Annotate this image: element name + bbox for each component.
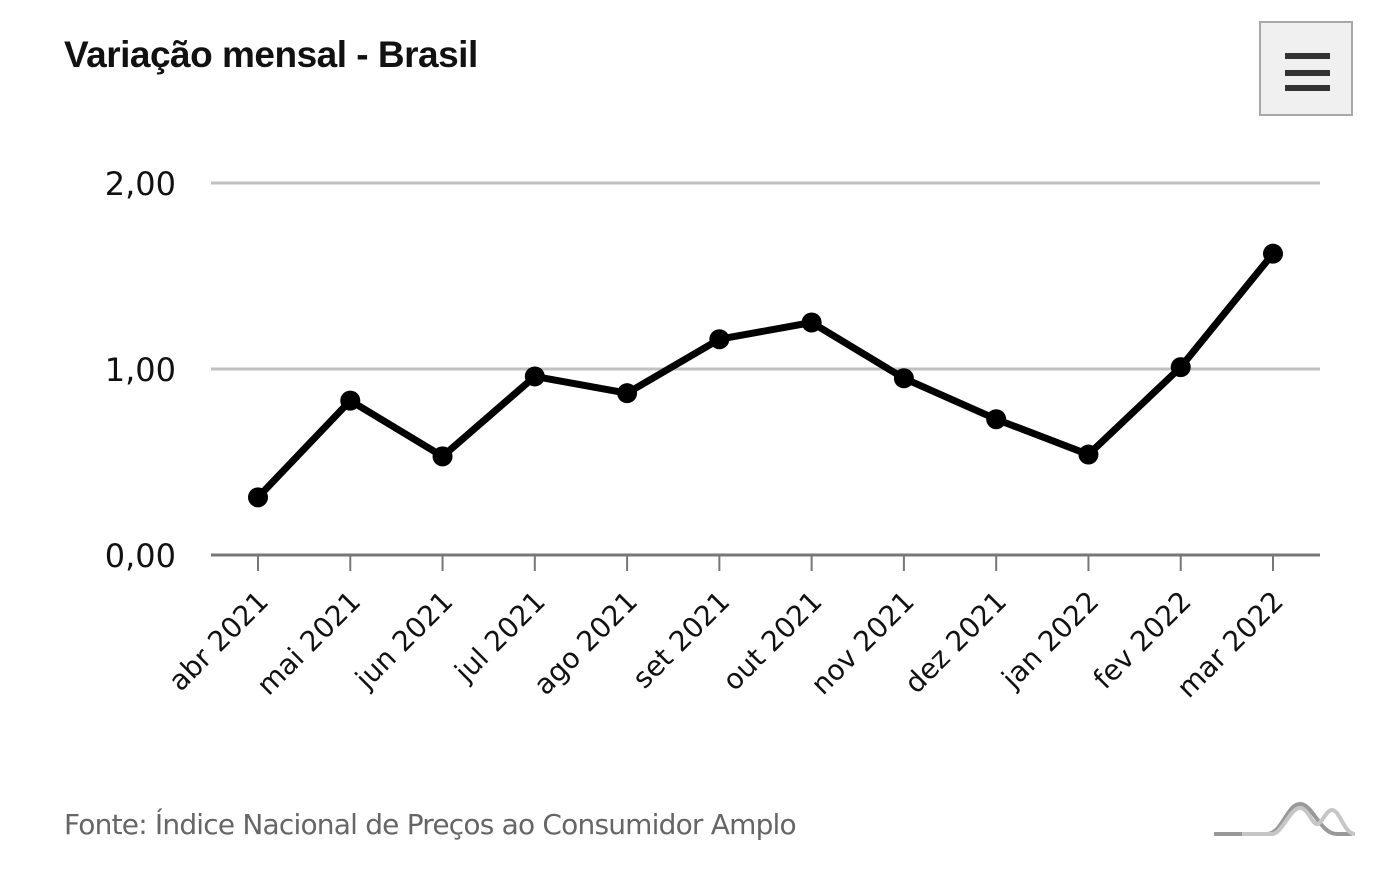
y-axis-ticks: 0,00 1,00 2,00	[105, 165, 176, 575]
data-point	[340, 390, 361, 411]
series-line-path	[255, 251, 1276, 500]
y-tick-label: 2,00	[105, 165, 176, 203]
chart-title: Variação mensal - Brasil	[64, 34, 478, 75]
data-point	[1078, 444, 1099, 465]
series-line	[255, 251, 1276, 500]
y-tick-label: 0,00	[105, 537, 176, 575]
x-tick-label: dez 2021	[898, 585, 1013, 700]
x-tick-label: jun 2021	[348, 585, 459, 696]
data-point	[709, 329, 730, 350]
gridlines	[211, 181, 1320, 557]
chart-menu-button[interactable]	[1259, 21, 1353, 116]
y-tick-label: 1,00	[105, 351, 176, 389]
source-note: Fonte: Índice Nacional de Preços ao Cons…	[64, 808, 797, 841]
data-point	[524, 366, 545, 387]
data-point	[1170, 357, 1191, 378]
data-point	[1263, 243, 1283, 264]
data-point	[248, 487, 268, 508]
data-point	[893, 368, 914, 389]
data-point	[432, 446, 453, 467]
mountain-logo-icon	[1214, 801, 1356, 836]
data-point	[617, 383, 638, 404]
data-point	[986, 409, 1007, 430]
series-points	[248, 243, 1283, 508]
data-point	[801, 312, 822, 333]
x-tick-label: jan 2022	[994, 585, 1105, 696]
